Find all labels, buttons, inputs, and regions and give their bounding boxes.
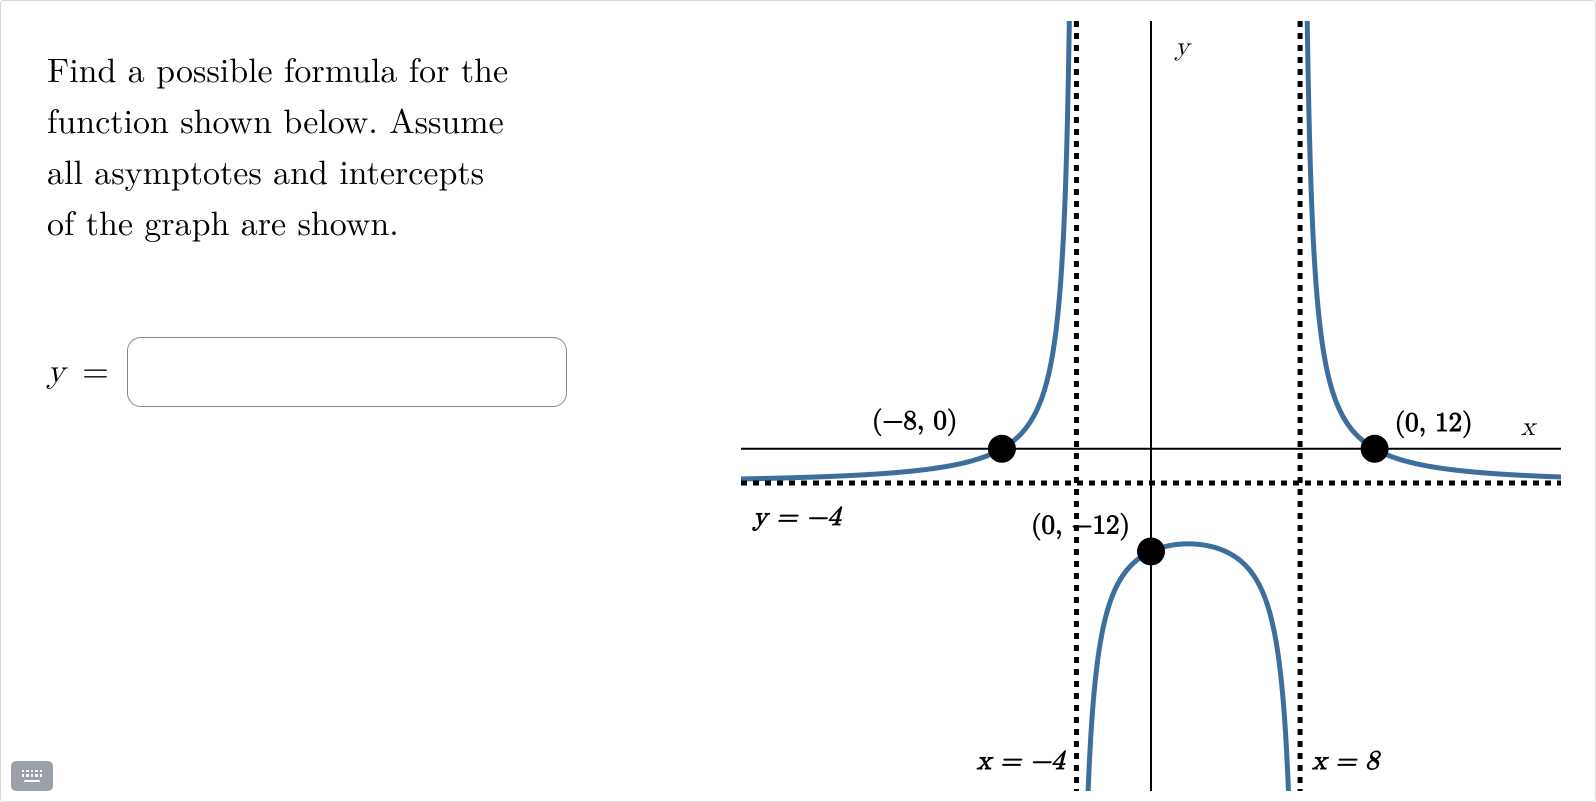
problem-line-2: function shown below. Assume (47, 94, 741, 145)
curve-segment (1305, 21, 1561, 477)
h-asymptote-label: y = −4 (751, 504, 843, 531)
answer-eq: = (71, 355, 109, 389)
graph-point (1137, 537, 1165, 565)
graph-point (1361, 435, 1389, 463)
v-asymptote-label: x = −4 (976, 748, 1067, 775)
problem-container: Find a possible formula for the function… (0, 0, 1596, 802)
x-axis-label: x (1521, 414, 1538, 441)
point-label: (0, 12) (1395, 410, 1473, 439)
point-label: (−8, 0) (872, 408, 957, 437)
keyboard-icon (22, 770, 43, 783)
answer-row: y = (47, 337, 741, 407)
point-label: (0, −12) (1031, 512, 1130, 541)
problem-line-1: Find a possible formula for the (47, 43, 741, 94)
answer-var: y (47, 355, 65, 389)
v-asymptote-label: x = 8 (1311, 748, 1382, 775)
problem-line-3: all asymptotes and intercepts (47, 145, 741, 196)
graph-panel: y x (−8, 0) (0, 12) (0, −12) y = −4 x = −4 x = … (741, 1, 1595, 801)
keyboard-button[interactable] (11, 761, 53, 791)
function-graph: y x (−8, 0) (0, 12) (0, −12) y = −4 x = −4 x = … (741, 21, 1561, 791)
y-axis-label: y (1174, 34, 1192, 61)
answer-input[interactable] (127, 337, 567, 407)
graph-point (988, 435, 1016, 463)
curve-segment (1083, 544, 1298, 791)
left-panel: Find a possible formula for the function… (1, 1, 741, 801)
problem-statement: Find a possible formula for the function… (47, 43, 741, 247)
answer-prefix: y = (47, 352, 109, 393)
problem-line-4: of the graph are shown. (47, 196, 741, 247)
